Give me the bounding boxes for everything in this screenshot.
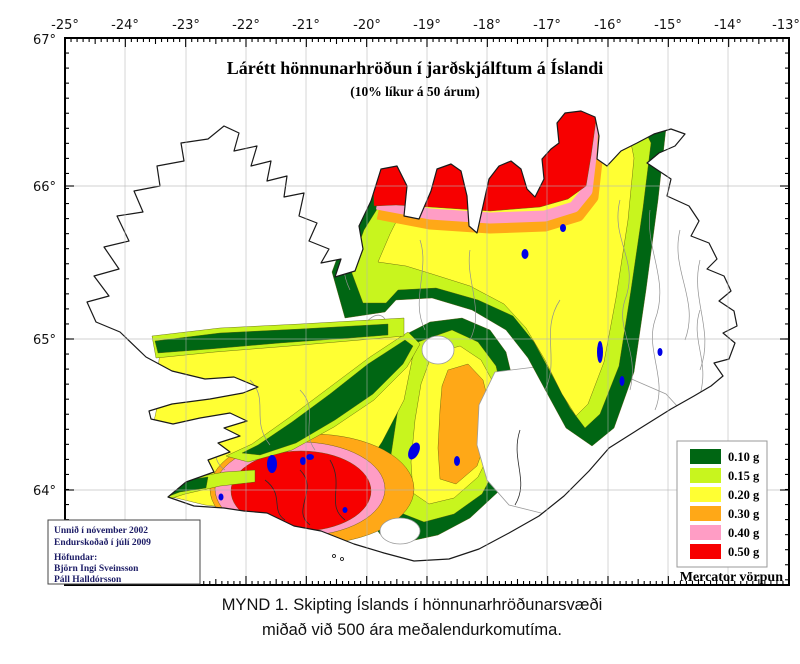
lon-label: -22° — [232, 18, 260, 33]
zone-wedge-green — [241, 339, 414, 456]
hazard-zones — [87, 111, 737, 561]
hofsjokull-glacier — [421, 335, 455, 365]
coastline — [86, 110, 738, 562]
river — [514, 429, 522, 506]
lake — [408, 442, 420, 460]
legend-swatch-050 — [690, 544, 721, 559]
lon-label: -23° — [172, 18, 200, 33]
legend-swatch-010 — [690, 449, 721, 464]
lon-label: -17° — [533, 18, 561, 33]
legend-label: 0.10 g — [728, 450, 760, 464]
river — [696, 309, 704, 396]
lake — [521, 249, 529, 259]
offshore-islet — [340, 557, 344, 561]
lat-label: 65° — [33, 333, 56, 348]
lake — [308, 197, 312, 203]
legend-swatch-020 — [690, 487, 721, 502]
lake — [306, 454, 314, 460]
legend-label: 0.30 g — [728, 507, 760, 521]
river — [329, 459, 346, 521]
projection-label: Mercator vörpun — [680, 570, 784, 585]
lake — [267, 455, 277, 473]
lon-label: -18° — [473, 18, 501, 33]
lat-label: 66° — [33, 180, 56, 195]
legend: 0.10 g 0.15 g 0.20 g 0.30 g 0.40 g 0.50 … — [676, 440, 768, 568]
river — [299, 389, 316, 451]
zone-north-pink-band — [375, 123, 599, 224]
legend-label: 0.20 g — [728, 488, 760, 502]
river — [617, 199, 633, 391]
info-line: Páll Halldórsson — [54, 575, 122, 585]
zone-snaefellsnes-green — [154, 323, 389, 354]
lake — [454, 456, 460, 466]
lake — [342, 507, 348, 513]
figure-caption-line1: MYND 1. Skipting Íslands í hönnunarhröðu… — [222, 595, 603, 614]
lon-label: -25° — [51, 18, 79, 33]
lake — [597, 341, 603, 363]
map-subtitle: (10% líkur á 50 árum) — [350, 84, 480, 99]
myrdalsjokull-glacier — [379, 517, 421, 545]
lake — [478, 157, 482, 163]
lon-label: -21° — [292, 18, 320, 33]
offshore-islet — [332, 554, 336, 558]
lake — [694, 201, 698, 207]
river — [697, 259, 706, 371]
river — [264, 479, 286, 521]
info-line: Björn Ingi Sveinsson — [54, 564, 139, 574]
figure-caption-line2: miðað við 500 ára meðalendurkomutíma. — [262, 621, 562, 639]
legend-label: 0.50 g — [728, 545, 760, 559]
river — [544, 299, 561, 391]
lon-label: -15° — [654, 18, 682, 33]
longitude-labels: -25° -24° -23° -22° -21° -20° -19° -18° … — [51, 18, 800, 33]
info-line: Unnið í nóvember 2002 — [54, 525, 148, 536]
lon-label: -24° — [111, 18, 139, 33]
lake — [300, 457, 306, 465]
legend-label: 0.40 g — [728, 526, 760, 540]
lat-label: 64° — [33, 484, 56, 499]
info-box-frame — [47, 519, 201, 585]
legend-swatch-015 — [690, 468, 721, 483]
lon-label: -16° — [594, 18, 622, 33]
legend-swatch-040 — [690, 525, 721, 540]
river — [677, 229, 690, 341]
river — [418, 239, 426, 331]
river — [468, 249, 477, 341]
river — [299, 469, 311, 526]
river — [648, 209, 661, 411]
lon-label: -13° — [772, 18, 800, 33]
info-line: Endurskoðað í júlí 2009 — [54, 537, 151, 548]
legend-label: 0.15 g — [728, 469, 760, 483]
lake — [218, 493, 224, 501]
legend-swatch-030 — [690, 506, 721, 521]
latitude-labels: 67° 66° 65° 64° — [33, 33, 56, 499]
lon-label: -14° — [714, 18, 742, 33]
lake — [619, 376, 625, 386]
lon-label: -19° — [413, 18, 441, 33]
lakes — [218, 157, 698, 513]
lake — [560, 224, 566, 232]
map-title: Lárétt hönnunarhröðun í jarðskjálftum á … — [227, 57, 604, 78]
info-box: Unnið í nóvember 2002 Endurskoðað í júlí… — [47, 519, 201, 585]
info-line: Höfundar: — [54, 553, 97, 563]
lon-label: -20° — [353, 18, 381, 33]
lat-label: 67° — [33, 33, 56, 48]
lake — [657, 348, 663, 356]
zone-south-orange — [437, 363, 490, 485]
